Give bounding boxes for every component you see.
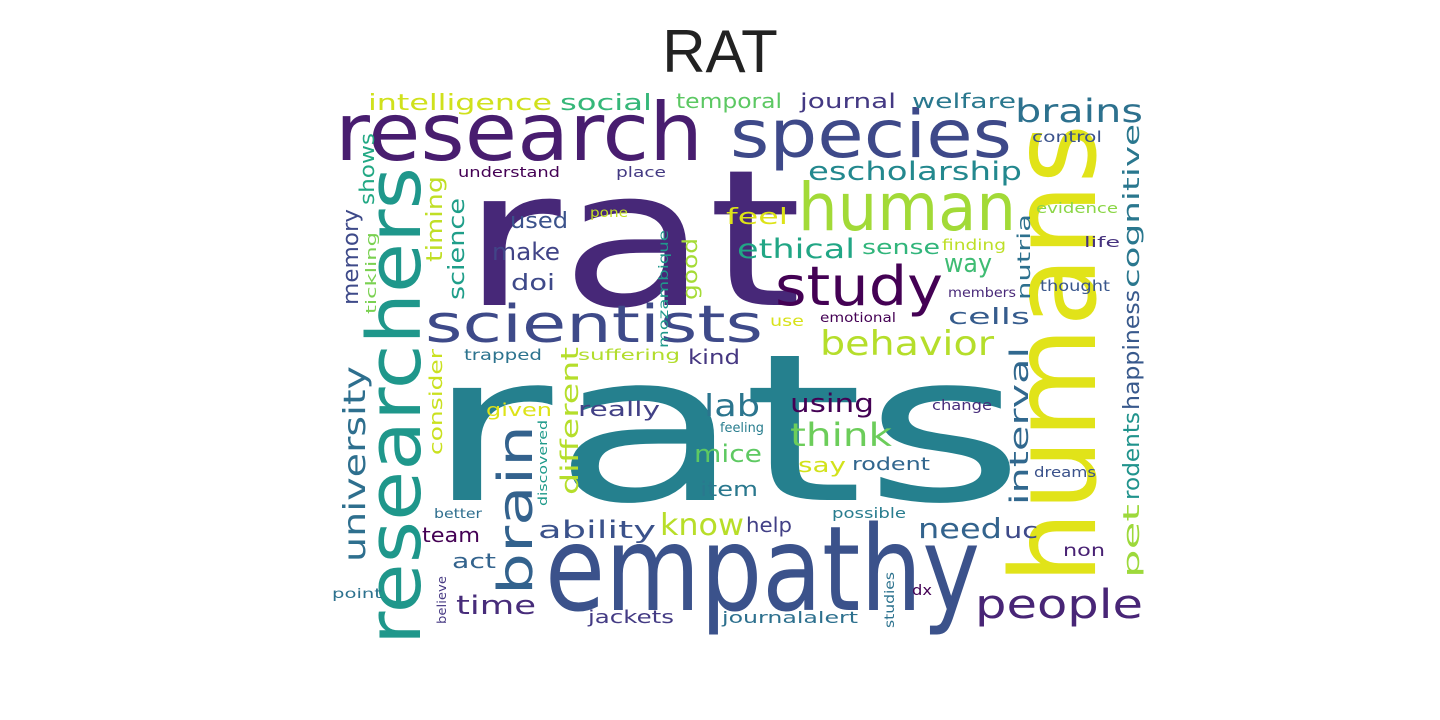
word-cloud-word: used — [510, 209, 568, 234]
word-cloud-word: discovered — [536, 420, 550, 506]
word-cloud-word: mozambique — [657, 230, 672, 348]
word-cloud-word: dx — [912, 583, 932, 599]
word-cloud-word: act — [452, 549, 496, 573]
word-cloud-word: life — [1084, 235, 1120, 251]
word-cloud-word: humans — [985, 124, 1123, 584]
word-cloud-word: control — [1032, 128, 1102, 146]
word-cloud-word: rat — [462, 129, 802, 350]
word-cloud-word: lab — [704, 389, 760, 424]
word-cloud-word: finding — [942, 236, 1006, 254]
word-cloud-word: place — [616, 165, 666, 181]
word-cloud-word: nutria — [1014, 214, 1035, 300]
word-cloud-word: feeling — [720, 421, 764, 436]
word-cloud-word: behavior — [820, 324, 994, 364]
word-cloud-word: know — [660, 508, 744, 543]
page-title: RAT — [662, 18, 778, 85]
word-cloud-word: empathy — [545, 500, 980, 638]
word-cloud-word: journal — [799, 89, 896, 113]
word-cloud-word: time — [456, 591, 536, 621]
word-cloud-word: cells — [948, 305, 1030, 330]
word-cloud-word: social — [560, 91, 652, 116]
word-cloud-word: using — [790, 389, 874, 419]
word-cloud-word: consider — [426, 348, 447, 455]
word-cloud-word: pet — [1120, 503, 1145, 578]
word-cloud-word: ability — [538, 516, 656, 544]
word-cloud-word: team — [422, 523, 480, 547]
word-cloud-word: studies — [883, 572, 898, 628]
word-cloud-word: rodent — [852, 454, 930, 475]
word-cloud-word: given — [486, 400, 552, 421]
word-cloud-word: evidence — [1036, 201, 1118, 217]
word-cloud-word: sense — [862, 235, 940, 259]
word-cloud-word: help — [746, 513, 792, 537]
word-cloud-word: timing — [423, 176, 448, 262]
word-cloud-word: intelligence — [368, 91, 552, 116]
word-cloud-word: brains — [1015, 92, 1143, 130]
word-cloud-word: cognitive — [1120, 124, 1145, 288]
word-cloud-word: dreams — [1034, 465, 1096, 481]
word-cloud-word: journalalert — [721, 608, 858, 627]
word-cloud-word: believe — [435, 576, 449, 624]
word-cloud-word: interval — [1005, 347, 1035, 505]
word-cloud-word: make — [492, 238, 560, 266]
word-cloud-word: way — [944, 249, 992, 279]
word-cloud-word: research — [335, 86, 703, 179]
word-cloud-word: species — [730, 96, 1012, 173]
word-cloud-word: university — [338, 366, 373, 562]
word-cloud-word: human — [798, 169, 1016, 246]
word-cloud-word: point — [332, 587, 382, 602]
word-cloud-word: mice — [694, 440, 762, 468]
word-cloud-word: pone — [590, 206, 628, 221]
word-cloud-word: need — [918, 512, 1002, 545]
word-cloud-word: temporal — [676, 89, 782, 113]
word-cloud-word: uc — [1004, 519, 1038, 544]
word-cloud-word: members — [948, 286, 1016, 301]
word-cloud-word: kind — [688, 345, 740, 369]
word-cloud-word: science — [445, 198, 470, 300]
word-cloud-word: possible — [832, 506, 906, 522]
word-cloud-word: feel — [726, 205, 788, 230]
word-cloud-word: understand — [458, 165, 560, 181]
word-cloud-word: think — [790, 416, 893, 454]
word-cloud-word: scientists — [425, 295, 763, 355]
word-cloud-word: welfare — [912, 89, 1016, 113]
word-cloud-word: ethical — [737, 234, 855, 265]
word-cloud-word: study — [775, 255, 943, 318]
word-cloud-word: researchers — [352, 167, 438, 645]
word-cloud-word: use — [770, 312, 804, 330]
word-cloud-word: doi — [511, 271, 555, 296]
word-cloud-word: item — [700, 477, 758, 501]
word-cloud-word: trapped — [464, 346, 542, 364]
word-cloud-word: happiness — [1120, 290, 1145, 410]
word-cloud-word: brain — [488, 425, 544, 595]
word-cloud-word: say — [798, 453, 846, 477]
word-cloud-word: people — [975, 582, 1143, 628]
word-cloud-word: shows — [355, 133, 379, 205]
word-cloud-word: suffering — [578, 346, 680, 364]
word-cloud-word: better — [434, 507, 483, 522]
word-cloud-word: non — [1063, 541, 1105, 561]
word-cloud-word: really — [578, 397, 660, 421]
word-cloud-word: thought — [1040, 277, 1110, 295]
word-cloud-word: different — [556, 347, 584, 495]
word-cloud-word: memory — [339, 209, 364, 305]
word-cloud-word: jackets — [587, 607, 674, 628]
word-cloud-word: tickling — [364, 232, 380, 314]
word-cloud-word: escholarship — [808, 157, 1022, 187]
word-cloud-word: rodents — [1120, 412, 1145, 500]
word-cloud-word: change — [932, 398, 992, 414]
word-cloud-word: good — [678, 238, 702, 300]
word-cloud-word: emotional — [820, 311, 896, 326]
word-cloud-word: rats — [425, 311, 1025, 549]
